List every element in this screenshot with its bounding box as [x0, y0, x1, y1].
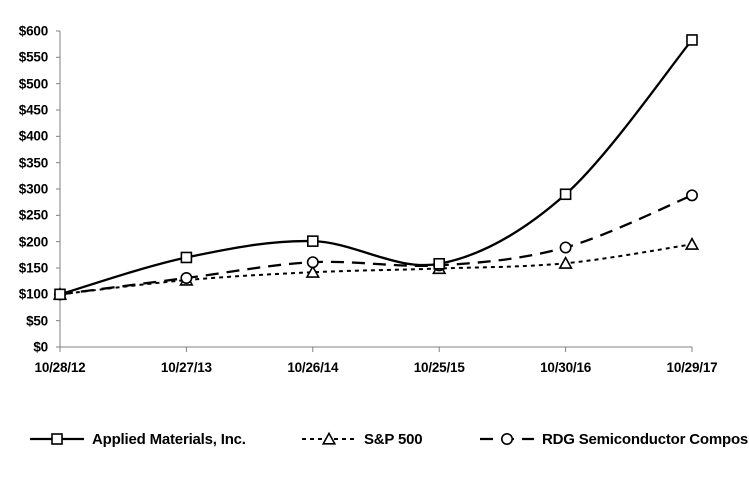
y-axis-tick-label: $50	[26, 313, 48, 329]
triangle-marker-icon	[305, 264, 320, 278]
x-axis-tick-label: 10/26/14	[287, 360, 339, 375]
circle-marker-icon	[500, 433, 513, 445]
y-axis-tick-label: $350	[18, 155, 48, 171]
series-triangle	[52, 237, 700, 300]
x-axis-tick-label: 10/30/16	[540, 360, 592, 375]
square-marker-icon	[180, 251, 193, 264]
series-line	[59, 39, 693, 296]
x-axis-tick-label: 10/27/13	[160, 360, 212, 375]
legend-sample	[300, 429, 358, 449]
square-marker-icon	[433, 257, 446, 270]
y-axis-tick-label: $250	[18, 207, 48, 223]
legend-item[interactable]: S&P 500	[300, 424, 423, 454]
x-axis-tick-label: 10/28/12	[34, 360, 86, 375]
y-axis-tick-label: $450	[18, 102, 48, 118]
chart-legend: Applied Materials, Inc. S&P 500 RDG Semico…	[0, 424, 749, 454]
y-axis-tick-label: $400	[18, 128, 48, 144]
series-line	[59, 194, 693, 296]
legend-sample	[28, 429, 86, 449]
y-axis-tick-label: $150	[18, 260, 48, 276]
square-marker-icon	[306, 235, 319, 247]
circle-marker-icon	[685, 189, 698, 202]
triangle-marker-icon	[684, 237, 700, 250]
legend-label: S&P 500	[364, 430, 423, 448]
x-axis-tick-label: 10/29/17	[666, 360, 718, 375]
plot-area	[52, 30, 700, 352]
series-line	[59, 243, 693, 296]
legend-item[interactable]: Applied Materials, Inc.	[28, 424, 246, 454]
y-axis-tick-label: $100	[18, 286, 48, 302]
square-marker-icon	[559, 188, 572, 201]
circle-marker-icon	[180, 272, 193, 285]
square-marker-icon	[686, 34, 698, 46]
y-axis-tick-label: $600	[18, 23, 48, 39]
y-axis-tick-label: $550	[18, 49, 48, 65]
y-axis-tick-label: $0	[33, 339, 48, 355]
series-circle	[53, 189, 698, 301]
legend-label: Applied Materials, Inc.	[92, 430, 246, 448]
circle-marker-icon	[306, 256, 319, 269]
x-axis-tick-label: 10/25/15	[413, 360, 465, 375]
circle-marker-icon	[559, 241, 572, 254]
y-axis-tick-label: $200	[18, 234, 48, 250]
y-axis-tick-label: $500	[18, 76, 48, 92]
y-axis-tick-label: $300	[18, 181, 48, 197]
square-marker-icon	[54, 288, 66, 301]
triangle-marker-icon	[321, 431, 337, 445]
legend-label: RDG Semiconductor Composite	[542, 430, 749, 448]
series-square	[54, 34, 698, 301]
legend-item[interactable]: RDG Semiconductor Composite	[478, 424, 749, 454]
triangle-marker-icon	[558, 256, 573, 269]
square-marker-icon	[51, 433, 63, 445]
legend-sample	[478, 429, 536, 449]
